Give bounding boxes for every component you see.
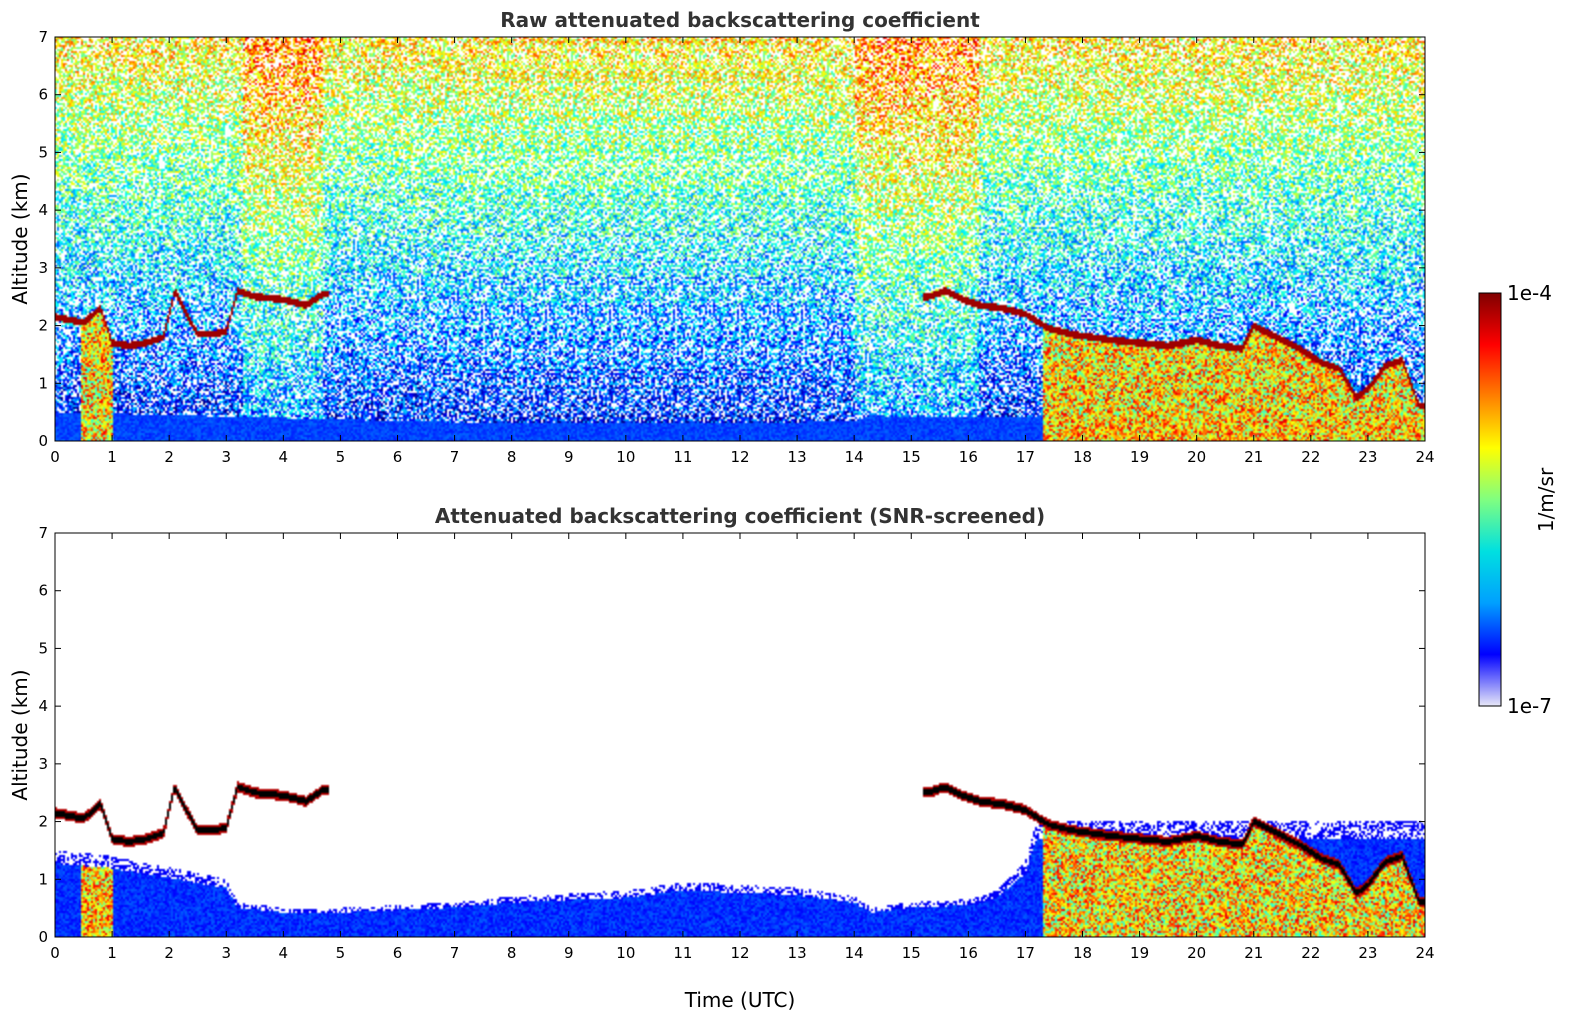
colorbar-max-label: 1e-4 [1507, 281, 1552, 305]
colorbar-scale [1478, 292, 1502, 707]
x-tick-label: 1 [107, 944, 117, 962]
x-tick-label: 16 [959, 448, 978, 466]
y-axis-label: Altitude (km) [8, 669, 32, 800]
x-tick-label: 21 [1244, 944, 1263, 962]
x-tick-label: 6 [393, 944, 403, 962]
x-tick-label: 10 [616, 448, 635, 466]
x-tick-label: 17 [1016, 448, 1035, 466]
x-tick-label: 9 [564, 448, 574, 466]
colorbar-unit-label: 1/m/sr [1534, 467, 1558, 532]
x-tick-label: 18 [1073, 944, 1092, 962]
x-tick-label: 12 [730, 944, 749, 962]
x-tick-label: 1 [107, 448, 117, 466]
x-tick-label: 13 [788, 448, 807, 466]
x-tick-label: 4 [279, 944, 289, 962]
y-tick-label: 2 [38, 813, 48, 831]
y-tick-label: 0 [38, 928, 48, 946]
x-tick-label: 20 [1187, 448, 1206, 466]
x-tick-label: 11 [673, 448, 692, 466]
y-tick-label: 1 [38, 870, 48, 888]
x-tick-label: 15 [902, 448, 921, 466]
x-tick-label: 4 [279, 448, 289, 466]
x-tick-label: 2 [164, 448, 174, 466]
x-tick-label: 0 [50, 944, 60, 962]
x-tick-label: 7 [450, 448, 460, 466]
x-tick-label: 24 [1415, 448, 1434, 466]
x-tick-label: 3 [221, 944, 231, 962]
x-tick-label: 7 [450, 944, 460, 962]
x-tick-label: 19 [1130, 448, 1149, 466]
colorbar: 1e-4 1e-7 1/m/sr [1478, 281, 1558, 718]
x-tick-label: 8 [507, 944, 517, 962]
x-tick-label: 18 [1073, 448, 1092, 466]
x-tick-label: 19 [1130, 944, 1149, 962]
y-tick-label: 2 [38, 317, 48, 335]
y-tick-label: 6 [38, 582, 48, 600]
y-tick-label: 1 [38, 374, 48, 392]
x-tick-label: 20 [1187, 944, 1206, 962]
x-tick-label: 2 [164, 944, 174, 962]
x-tick-label: 21 [1244, 448, 1263, 466]
x-tick-label: 14 [845, 944, 864, 962]
y-tick-label: 4 [38, 201, 48, 219]
x-tick-label: 13 [788, 944, 807, 962]
x-tick-label: 5 [336, 448, 346, 466]
x-tick-label: 6 [393, 448, 403, 466]
screened-backscatter-panel: Attenuated backscattering coefficient (S… [8, 504, 1435, 1012]
y-axis-label: Altitude (km) [8, 173, 32, 304]
x-tick-label: 24 [1415, 944, 1434, 962]
heatmap-image [55, 37, 1425, 441]
x-tick-label: 23 [1358, 944, 1377, 962]
x-tick-label: 14 [845, 448, 864, 466]
x-tick-label: 22 [1301, 448, 1320, 466]
panel-title: Raw attenuated backscattering coefficien… [500, 8, 980, 32]
y-tick-label: 4 [38, 697, 48, 715]
colorbar-min-label: 1e-7 [1507, 694, 1552, 718]
y-tick-label: 5 [38, 639, 48, 657]
x-tick-label: 22 [1301, 944, 1320, 962]
y-tick-label: 3 [38, 259, 48, 277]
x-tick-label: 17 [1016, 944, 1035, 962]
x-tick-label: 3 [221, 448, 231, 466]
x-tick-label: 10 [616, 944, 635, 962]
x-axis-label: Time (UTC) [684, 988, 796, 1012]
x-tick-label: 8 [507, 448, 517, 466]
y-tick-label: 7 [38, 28, 48, 46]
y-tick-label: 7 [38, 524, 48, 542]
axis-ticks: 0 1 2 3 4 5 6 7 8 9 10 11 12 13 14 15 16 17 18 19 20 21 22 23 24… [38, 28, 1434, 466]
y-tick-label: 5 [38, 143, 48, 161]
heatmap-image [55, 533, 1425, 937]
x-tick-label: 5 [336, 944, 346, 962]
x-tick-label: 23 [1358, 448, 1377, 466]
y-tick-label: 3 [38, 755, 48, 773]
y-tick-label: 0 [38, 432, 48, 450]
raw-backscatter-panel: Raw attenuated backscattering coefficien… [8, 8, 1435, 466]
axis-ticks: 0 1 2 3 4 5 6 7 8 9 10 11 12 13 14 15 16 17 18 19 20 21 22 23 24… [38, 524, 1434, 962]
x-tick-label: 9 [564, 944, 574, 962]
x-tick-label: 11 [673, 944, 692, 962]
x-tick-label: 16 [959, 944, 978, 962]
x-tick-label: 12 [730, 448, 749, 466]
panel-title: Attenuated backscattering coefficient (S… [435, 504, 1045, 528]
x-tick-label: 0 [50, 448, 60, 466]
y-tick-label: 6 [38, 86, 48, 104]
x-tick-label: 15 [902, 944, 921, 962]
